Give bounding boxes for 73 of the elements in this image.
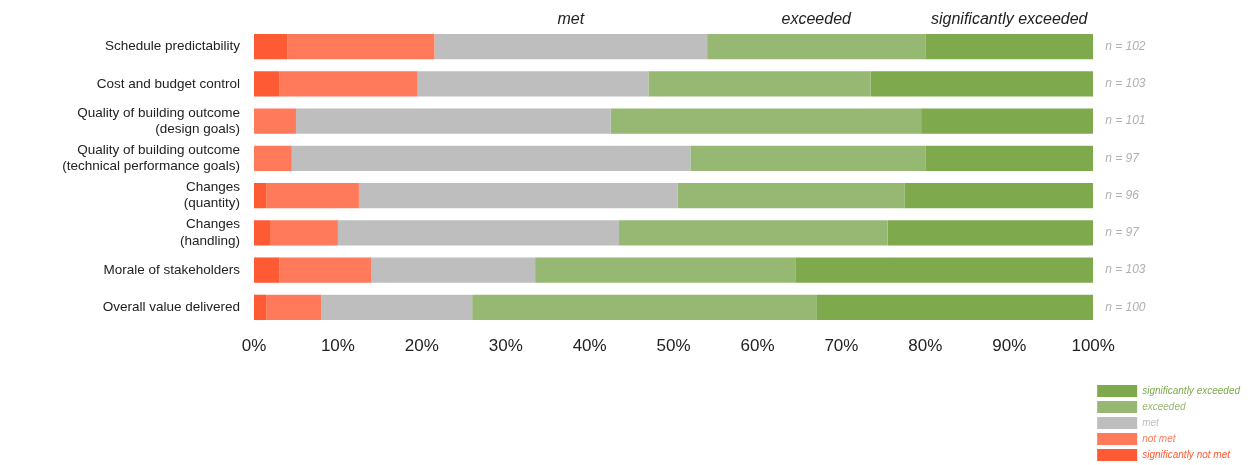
text: n = 96 <box>1105 187 1140 202</box>
x-tick-label: 40% <box>572 335 607 355</box>
legend-label: significantly not met <box>1142 448 1232 460</box>
text: n = 101 <box>1105 113 1146 128</box>
bar <box>291 145 691 172</box>
bar <box>434 33 708 60</box>
bar <box>610 108 922 134</box>
bar <box>254 257 280 283</box>
bar <box>270 220 338 246</box>
bar <box>254 71 280 97</box>
x-tick-label: 90% <box>992 335 1027 355</box>
bar <box>870 71 1094 97</box>
bar <box>254 182 267 209</box>
annotation: significantly exceeded <box>930 10 1089 28</box>
bar <box>472 294 817 321</box>
y-tick-label: Morale of stakeholders <box>103 261 241 277</box>
x-tick-label: 70% <box>824 335 859 355</box>
y-tick-label: Changes (handling) <box>179 216 241 248</box>
text: n = 97 <box>1105 150 1141 165</box>
y-tick-label: Overall value delivered <box>102 299 240 315</box>
bar <box>648 71 871 97</box>
bar <box>266 294 322 321</box>
bar <box>279 257 372 283</box>
text: n = 100 <box>1105 299 1146 314</box>
x-tick-label: 60% <box>740 335 775 355</box>
legend-label: not met <box>1142 432 1177 444</box>
legend-label: exceeded <box>1142 400 1186 412</box>
text: n = 103 <box>1105 262 1146 277</box>
bar <box>279 71 418 97</box>
bar <box>287 33 435 60</box>
text: n = 97 <box>1105 225 1141 240</box>
bar <box>321 294 473 321</box>
bar <box>295 108 611 134</box>
bar <box>254 33 288 60</box>
bar <box>707 33 926 60</box>
bar <box>337 220 620 246</box>
bar <box>254 294 267 321</box>
bar <box>535 257 796 283</box>
y-tick-label: Quality of building outcome (technical performance goals) <box>62 141 240 174</box>
bar <box>417 71 649 97</box>
bar <box>795 257 1094 283</box>
bar <box>677 182 905 209</box>
x-tick-label: 0% <box>241 335 267 355</box>
bar <box>925 145 1094 172</box>
x-tick-label: 20% <box>404 335 439 355</box>
x-tick-label: 10% <box>320 335 355 355</box>
bar <box>690 145 926 172</box>
bar <box>904 182 1094 209</box>
bar <box>266 182 359 209</box>
bar <box>925 33 1094 60</box>
y-tick-label: Changes (quantity) <box>183 179 241 211</box>
bar <box>371 257 536 283</box>
y-tick-label: Schedule predictability <box>104 38 241 54</box>
bar <box>921 108 1094 134</box>
bar <box>887 220 1094 246</box>
annotation: met <box>557 10 585 28</box>
legend-label: met <box>1142 416 1161 428</box>
legend-label: significantly exceeded <box>1142 384 1241 396</box>
text: n = 103 <box>1105 76 1146 91</box>
x-tick-label: 80% <box>908 335 943 355</box>
bar <box>619 220 888 246</box>
bar <box>254 145 292 172</box>
x-tick-label: 50% <box>656 335 691 355</box>
y-tick-label: Cost and budget control <box>96 75 240 91</box>
text: n = 102 <box>1105 38 1146 53</box>
annotation: exceeded <box>781 10 853 28</box>
y-tick-label: Quality of building outcome (design goals) <box>77 104 240 136</box>
x-tick-label: 100% <box>1071 335 1115 355</box>
bar <box>816 294 1094 321</box>
bar <box>254 220 271 246</box>
bar <box>254 108 296 134</box>
bar <box>358 182 678 209</box>
x-tick-label: 30% <box>488 335 523 355</box>
